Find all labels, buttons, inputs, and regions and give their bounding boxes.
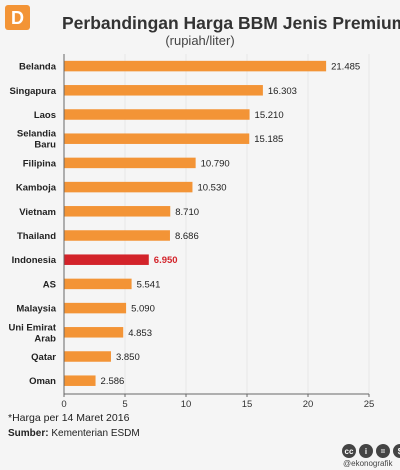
- x-tick-label: 15: [242, 399, 253, 410]
- value-label: 2.586: [101, 376, 125, 387]
- category-label: Kamboja: [16, 183, 57, 194]
- bar: [64, 375, 96, 386]
- category-label: Oman: [29, 376, 56, 387]
- category-label-line: Laos: [34, 110, 56, 121]
- bar: [64, 351, 111, 362]
- attribution-icon: i: [359, 444, 373, 458]
- category-label-line: Qatar: [31, 352, 56, 363]
- value-label: 10.790: [201, 158, 230, 169]
- category-label: Singapura: [10, 86, 57, 97]
- bar: [64, 60, 327, 72]
- category-label-line: Uni Emirat: [8, 322, 56, 333]
- category-label: Filipina: [23, 158, 57, 169]
- value-label: 16.303: [268, 86, 297, 97]
- bar: [64, 133, 250, 144]
- category-label: Laos: [34, 110, 56, 121]
- bar: [64, 109, 250, 120]
- category-label: Thailand: [17, 231, 56, 242]
- bar: [64, 302, 127, 314]
- value-label: 6.950: [154, 255, 178, 266]
- brand-logo: D: [5, 5, 30, 30]
- x-tick-label: 10: [181, 399, 192, 410]
- category-label: Malaysia: [16, 304, 56, 315]
- bar: [64, 157, 196, 169]
- cc-icon: cc: [342, 444, 356, 458]
- category-label-line: Belanda: [19, 62, 57, 73]
- x-tick-label: 0: [61, 399, 66, 410]
- category-label-line: Selandia: [17, 129, 57, 140]
- category-label-line: Oman: [29, 376, 56, 387]
- source-text: Kementerian ESDM: [51, 428, 140, 439]
- category-label: Qatar: [31, 352, 56, 363]
- value-label: 15.210: [255, 110, 284, 121]
- bar: [64, 327, 124, 338]
- noderivs-icon: =: [376, 444, 390, 458]
- category-label-line: AS: [43, 279, 56, 290]
- value-label: 8.686: [175, 231, 199, 242]
- bar: [64, 254, 149, 265]
- bar: [64, 85, 263, 96]
- category-label: Uni Emirat Arab: [8, 322, 56, 344]
- category-label-line: Thailand: [17, 231, 56, 242]
- category-label-line: Filipina: [23, 158, 57, 169]
- value-label: 15.185: [254, 134, 283, 145]
- x-tick-label: 25: [364, 399, 375, 410]
- value-label: 10.530: [197, 183, 226, 194]
- category-label-line: Kamboja: [16, 183, 57, 194]
- chart-title: Perbandingan Harga BBM Jenis Premium: [62, 13, 400, 33]
- category-label: Selandia Baru: [17, 129, 57, 151]
- category-label-line: Vietnam: [19, 207, 56, 218]
- category-label: Belanda: [19, 62, 57, 73]
- bar: [64, 206, 171, 217]
- category-label-line: Singapura: [10, 86, 57, 97]
- source-label: Sumber:: [8, 428, 49, 439]
- source-note: Sumber: Kementerian ESDM: [8, 428, 140, 439]
- value-label: 4.853: [128, 328, 152, 339]
- category-label: Indonesia: [12, 255, 57, 266]
- brand-handle: @ekonografik: [343, 459, 393, 468]
- x-tick-label: 20: [303, 399, 314, 410]
- category-label: AS: [43, 279, 56, 290]
- date-note: *Harga per 14 Maret 2016: [8, 412, 130, 424]
- x-tick-label: 5: [122, 399, 127, 410]
- value-label: 8.710: [175, 207, 199, 218]
- category-label: Vietnam: [19, 207, 56, 218]
- category-label-line: Malaysia: [16, 304, 56, 315]
- category-label-line: Indonesia: [12, 255, 57, 266]
- value-label: 5.541: [137, 279, 161, 290]
- license-icons: cc i = $: [342, 444, 400, 458]
- bar: [64, 230, 170, 241]
- value-label: 5.090: [131, 304, 155, 315]
- value-label: 3.850: [116, 352, 140, 363]
- value-label: 21.485: [331, 62, 360, 73]
- noncommercial-icon: $: [393, 444, 400, 458]
- bar: [64, 181, 193, 193]
- chart-subtitle: (rupiah/liter): [165, 33, 235, 48]
- category-label-line: Arab: [34, 333, 56, 344]
- bar: [64, 278, 132, 290]
- category-label-line: Baru: [34, 140, 56, 151]
